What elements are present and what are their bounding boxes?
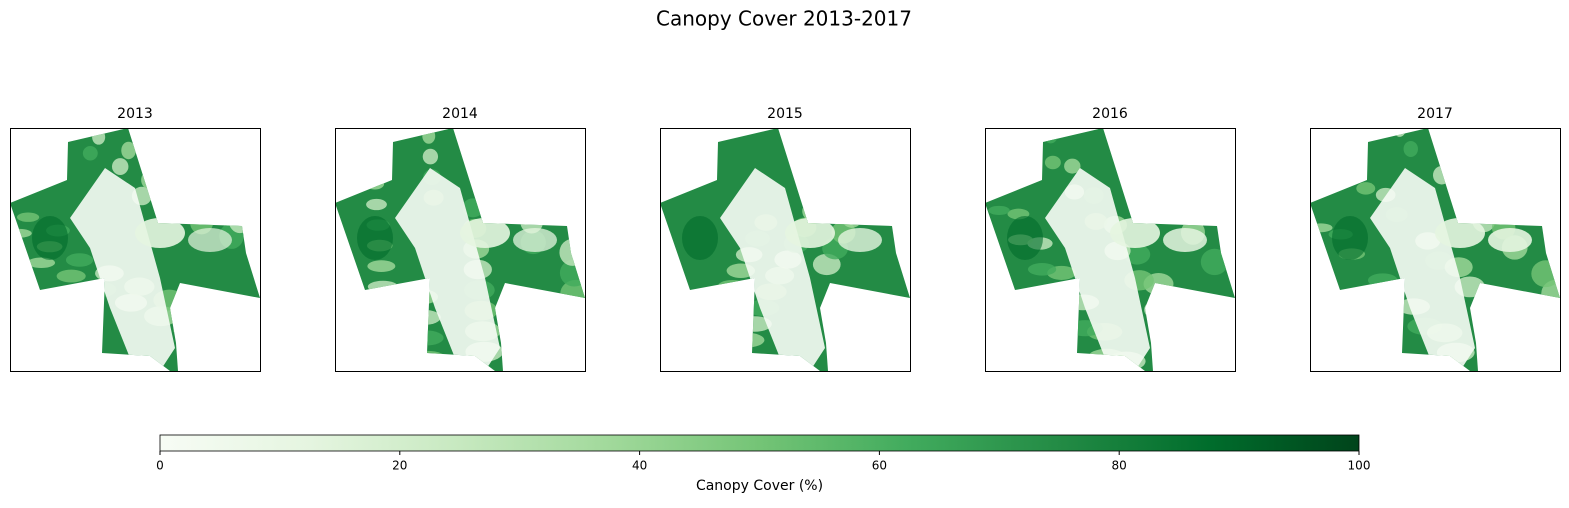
colorbar-tick-label: 40: [632, 459, 647, 473]
panel-title: 2017: [1417, 106, 1453, 122]
colorbar: [159, 434, 1360, 452]
colorbar-tick-label: 100: [1348, 459, 1371, 473]
colorbar-tick-label: 20: [392, 459, 407, 473]
colorbar-tick-label: 60: [872, 459, 887, 473]
panel-title: 2014: [442, 106, 478, 122]
raster-map: [10, 128, 260, 371]
raster-map: [985, 128, 1235, 371]
panel-frame: [660, 128, 911, 372]
raster-map: [335, 128, 585, 371]
panel-frame: [10, 128, 261, 372]
colorbar-label: Canopy Cover (%): [696, 478, 823, 494]
figure-title: Canopy Cover 2013-2017: [656, 7, 912, 31]
colorbar-tick-label: 0: [156, 459, 164, 473]
raster-map: [1310, 128, 1560, 371]
panel-frame: [1310, 128, 1561, 372]
panel-frame: [985, 128, 1236, 372]
panel-frame: [335, 128, 586, 372]
panel-title: 2015: [767, 106, 803, 122]
panel-title: 2013: [117, 106, 153, 122]
colorbar-tick-label: 80: [1112, 459, 1127, 473]
panel-title: 2016: [1092, 106, 1128, 122]
raster-map: [660, 128, 910, 371]
